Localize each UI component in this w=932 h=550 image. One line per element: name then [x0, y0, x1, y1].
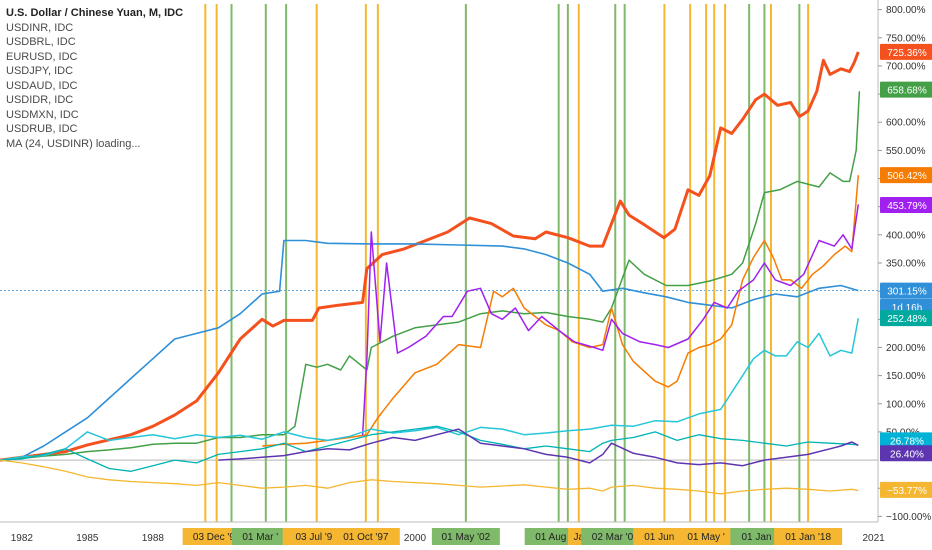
legend-item-usdinr[interactable]: USDINR, IDC: [6, 21, 74, 34]
marker-label-text: 01 Jan '16: [742, 532, 788, 543]
price-badge-bg: [880, 81, 932, 98]
legend-item-usdmxn[interactable]: USDMXN, IDC: [6, 108, 79, 121]
legend-item-eurusd[interactable]: EURUSD, IDC: [6, 50, 78, 63]
y-tick-label: 700.00%: [886, 61, 926, 72]
y-tick-label: 750.00%: [886, 33, 926, 44]
price-badge-text: 26.78%: [890, 436, 924, 447]
price-badge-text: 26.40%: [890, 449, 924, 460]
marker-label-text: 03 Dec '90: [193, 532, 241, 543]
chart-legend: U.S. Dollar / Chinese Yuan, M, IDC USDIN…: [6, 6, 183, 151]
x-tick-label: 2000: [404, 533, 427, 544]
marker-label-box: [331, 528, 400, 545]
marker-label-box: [677, 528, 735, 545]
chart-title: U.S. Dollar / Chinese Yuan, M, IDC: [6, 7, 184, 19]
marker-label: 02 Mar '09: [581, 528, 650, 545]
price-badge-text: 301.15%: [887, 287, 927, 298]
marker-label-text: 01 Jun '1: [644, 532, 685, 543]
marker-label-text: 01 Mar '93: [242, 532, 289, 543]
legend-item-usdjpy[interactable]: USDJPY, IDC: [6, 65, 74, 77]
marker-label: 01 Jan '18: [774, 528, 843, 545]
price-badge-bg: [880, 310, 932, 327]
price-badge-text: 658.68%: [887, 86, 927, 97]
price-badge-bg: [880, 167, 932, 184]
price-badge: 725.36%: [880, 43, 932, 60]
series-line-8: [0, 459, 859, 495]
y-tick-label: 400.00%: [886, 230, 926, 241]
price-badge: 453.79%: [880, 197, 932, 214]
x-tick-label: 1988: [142, 533, 165, 544]
price-badge-text: 725.36%: [887, 48, 927, 59]
y-tick-label: −100.00%: [886, 512, 931, 523]
y-tick-label: 100.00%: [886, 399, 926, 410]
marker-label-text: Ja: [573, 532, 584, 543]
legend-item-usdbrl[interactable]: USDBRL, IDC: [6, 36, 76, 48]
marker-label: 01 May ': [677, 528, 735, 545]
price-badge: 26.40%: [880, 445, 932, 462]
marker-label-text: 01 May '02: [442, 532, 491, 543]
marker-label-text: 01 Aug '06: [535, 532, 582, 543]
series-line-5: [0, 318, 860, 461]
price-badge-bg: [880, 197, 932, 214]
price-badge-text: −53.77%: [887, 486, 927, 497]
price-badge: −53.77%: [880, 481, 932, 498]
price-badge-bg: [880, 432, 932, 449]
series-line-6: [0, 425, 859, 472]
series-line-2: [0, 91, 861, 461]
price-badge-bg: [880, 43, 932, 60]
price-badge-text: 252.48%: [887, 314, 927, 325]
marker-label-text: 01 May ': [687, 532, 725, 543]
legend-item-usdrub[interactable]: USDRUB, IDC: [6, 123, 78, 135]
y-tick-label: 800.00%: [886, 5, 926, 16]
price-badge-bg: [880, 481, 932, 498]
price-badge-text: 453.79%: [887, 201, 927, 212]
legend-item-ma[interactable]: MA (24, USDINR) loading...: [6, 137, 141, 150]
marker-label-box: [774, 528, 843, 545]
x-tick-label: 2021: [863, 533, 886, 544]
y-tick-label: 550.00%: [886, 146, 926, 157]
price-badge: 252.48%: [880, 310, 932, 327]
legend-item-usdaud[interactable]: USDAUD, IDC: [6, 79, 78, 92]
marker-label-box: [581, 528, 650, 545]
series-line-7: [218, 428, 859, 467]
y-tick-label: 150.00%: [886, 371, 926, 382]
price-badge: 658.68%: [880, 81, 932, 98]
price-badge-bg: [880, 282, 932, 299]
marker-label-text: 03 Jul '95: [295, 532, 338, 543]
series-line-3: [262, 175, 860, 447]
y-tick-label: 350.00%: [886, 259, 926, 270]
price-badge: 301.15%: [880, 282, 932, 299]
marker-label-text: 01 Oct '97: [343, 532, 389, 543]
x-tick-label: 1985: [76, 533, 99, 544]
series-line-0: [0, 51, 860, 462]
marker-label-box: [431, 528, 500, 545]
price-badge-text: 506.42%: [887, 171, 927, 182]
y-tick-label: 200.00%: [886, 343, 926, 354]
legend-item-usdidr[interactable]: USDIDR, IDC: [6, 94, 74, 106]
price-badge-text: 1d 16h: [892, 303, 923, 314]
price-badge: 506.42%: [880, 167, 932, 184]
series-line-4: [361, 204, 860, 436]
marker-label: 01 May '02: [431, 528, 500, 545]
price-badge-bg: [880, 445, 932, 462]
marker-label: 01 Oct '97: [331, 528, 400, 545]
y-tick-label: 600.00%: [886, 118, 926, 129]
x-tick-label: 1982: [11, 533, 34, 544]
marker-label-text: 01 Jan '18: [785, 532, 831, 543]
price-badge: 26.78%: [880, 432, 932, 449]
marker-label-text: 02 Mar '09: [592, 532, 639, 543]
